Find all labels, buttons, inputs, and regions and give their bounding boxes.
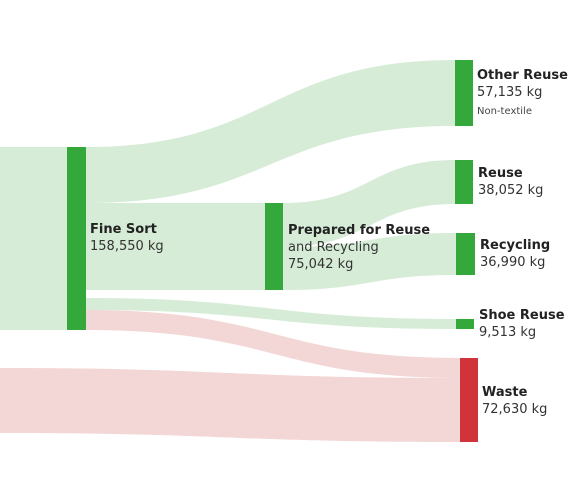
node-recycling[interactable] — [456, 233, 475, 275]
prepared-value: 75,042 kg — [288, 257, 354, 272]
node-prepared[interactable] — [265, 203, 283, 290]
label-waste: Waste 72,630 kg — [482, 384, 547, 418]
label-shoe-reuse: Shoe Reuse 9,513 kg — [479, 307, 565, 341]
waste-value: 72,630 kg — [482, 402, 548, 417]
label-recycling: Recycling 36,990 kg — [480, 237, 550, 271]
link-fine-sort-to-shoe-reuse — [86, 298, 456, 329]
link-source-to-fine-sort — [0, 147, 67, 330]
link-fine-sort-to-other-reuse — [86, 60, 455, 203]
fine-sort-value: 158,550 kg — [90, 239, 164, 254]
link-fine-sort-to-prepared — [86, 203, 265, 290]
label-fine-sort: Fine Sort 158,550 kg — [90, 221, 164, 255]
link-fine-sort-to-waste — [86, 310, 460, 378]
link-prepared-to-reuse — [283, 160, 455, 247]
node-reuse[interactable] — [455, 160, 473, 204]
node-other-reuse[interactable] — [455, 60, 473, 126]
node-shoe-reuse[interactable] — [456, 319, 474, 329]
waste-name: Waste — [482, 385, 528, 400]
prepared-name-line2: and Recycling — [288, 240, 379, 255]
recycling-value: 36,990 kg — [480, 255, 546, 270]
link-source-to-waste — [0, 368, 460, 442]
reuse-name: Reuse — [478, 166, 523, 181]
label-other-reuse: Other Reuse 57,135 kg Non-textile — [477, 67, 568, 120]
reuse-value: 38,052 kg — [478, 183, 544, 198]
label-prepared: Prepared for Reuse and Recycling 75,042 … — [288, 222, 430, 273]
fine-sort-name: Fine Sort — [90, 222, 157, 237]
prepared-name: Prepared for Reuse — [288, 223, 431, 238]
shoe-reuse-value: 9,513 kg — [479, 325, 537, 340]
other-reuse-value: 57,135 kg — [477, 85, 543, 100]
node-fine-sort[interactable] — [67, 147, 86, 330]
label-reuse: Reuse 38,052 kg — [478, 165, 543, 199]
node-waste[interactable] — [460, 358, 478, 442]
other-reuse-name: Other Reuse — [477, 68, 568, 83]
link-prepared-to-recycling — [283, 233, 456, 290]
other-reuse-note: Non-textile — [477, 106, 532, 117]
shoe-reuse-name: Shoe Reuse — [479, 308, 565, 323]
recycling-name: Recycling — [480, 238, 551, 253]
